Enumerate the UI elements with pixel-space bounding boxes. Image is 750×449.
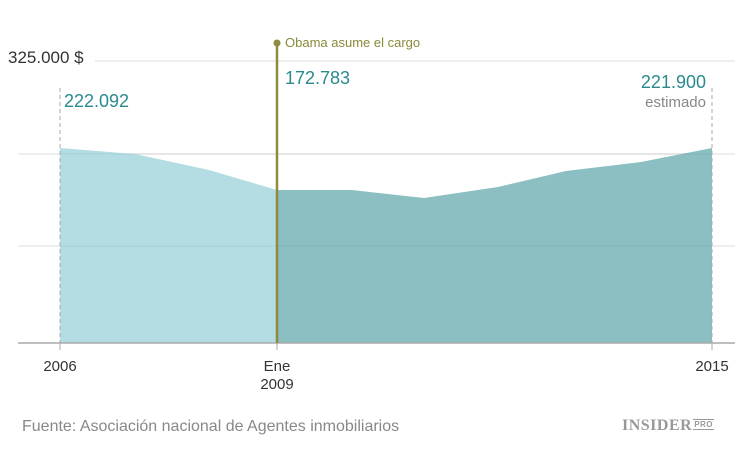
logo-suffix: PRO [693, 419, 715, 430]
obama-event-dot [273, 39, 281, 47]
x-label-2009: 2009 [260, 376, 294, 393]
x-label-2015: 2015 [695, 358, 729, 375]
logo-text: INSIDER [622, 417, 693, 434]
end-estimate-note: estimado [645, 94, 706, 111]
source-note: Fuente: Asociación nacional de Agentes i… [22, 418, 400, 435]
mid-value-label: 172.783 [285, 68, 351, 88]
end-value-label: 221.900 [640, 72, 706, 92]
event-annotation: Obama asume el cargo [285, 35, 421, 50]
area-before-obama [60, 148, 277, 343]
x-label-ene: Ene [263, 358, 291, 375]
x-label-2006: 2006 [43, 358, 77, 375]
area-after-obama [277, 148, 712, 343]
insider-pro-logo: INSIDER PRO [622, 417, 715, 435]
y-axis-max-label: 325.000 $ [8, 48, 84, 67]
start-value-label: 222.092 [64, 91, 130, 111]
